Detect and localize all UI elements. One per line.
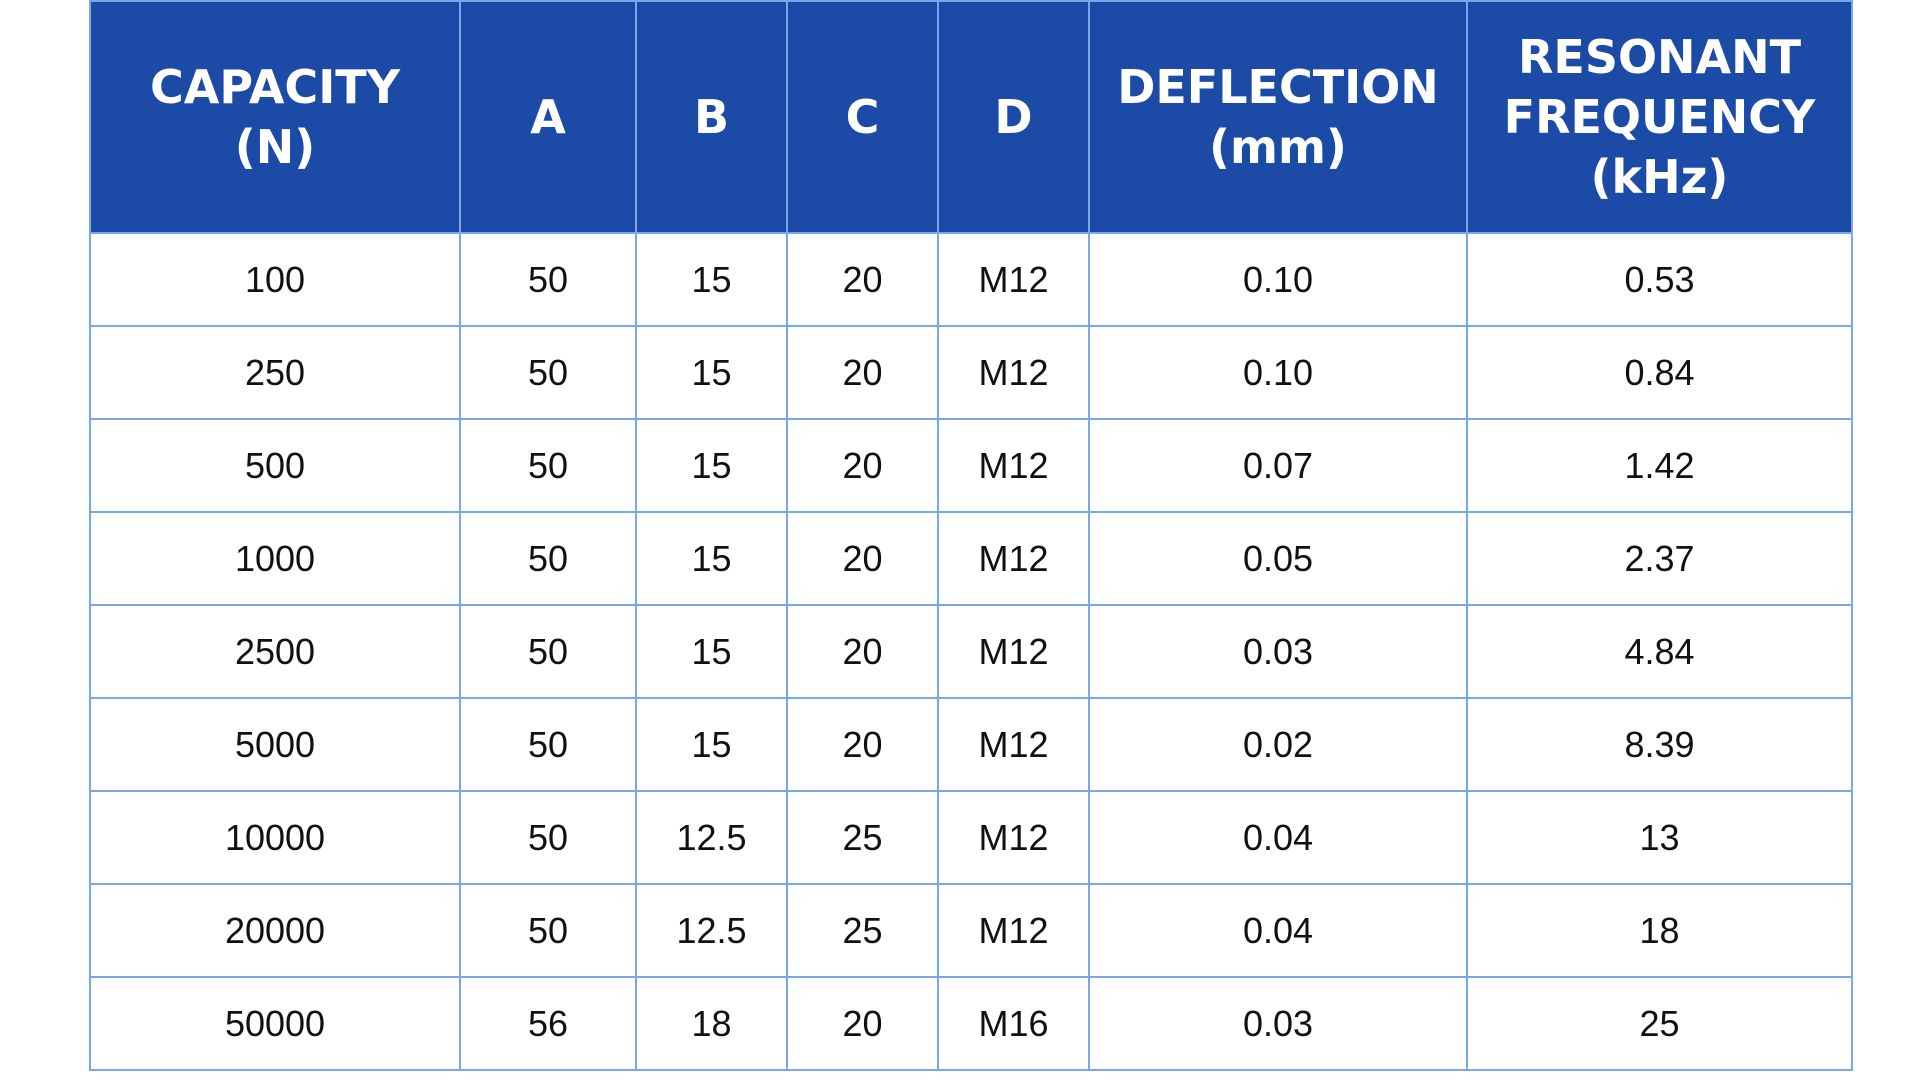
header-c: C xyxy=(786,0,939,234)
cell-deflection: 0.10 xyxy=(1088,325,1468,420)
cell-resonant-frequency: 1.42 xyxy=(1466,418,1853,513)
cell-capacity: 10000 xyxy=(89,790,461,885)
cell-capacity: 20000 xyxy=(89,883,461,978)
cell-capacity: 2500 xyxy=(89,604,461,699)
cell-d: M12 xyxy=(937,697,1090,792)
cell-c: 20 xyxy=(786,511,939,606)
cell-deflection: 0.03 xyxy=(1088,976,1468,1071)
header-a-line-1: A xyxy=(530,90,566,144)
table-header: CAPACITY (N) A B C D DEFLECTION (mm) xyxy=(89,0,1853,234)
cell-c: 20 xyxy=(786,232,939,327)
cell-b: 15 xyxy=(635,232,788,327)
cell-resonant-frequency: 0.53 xyxy=(1466,232,1853,327)
table-row: 250 50 15 20 M12 0.10 0.84 xyxy=(89,325,1853,420)
cell-b: 15 xyxy=(635,604,788,699)
table-row: 50000 56 18 20 M16 0.03 25 xyxy=(89,976,1853,1071)
header-capacity: CAPACITY (N) xyxy=(89,0,461,234)
cell-a: 56 xyxy=(459,976,637,1071)
cell-b: 15 xyxy=(635,511,788,606)
cell-b: 15 xyxy=(635,418,788,513)
cell-capacity: 5000 xyxy=(89,697,461,792)
cell-c: 20 xyxy=(786,418,939,513)
cell-deflection: 0.07 xyxy=(1088,418,1468,513)
header-resonant-frequency-line-1: RESONANT xyxy=(1517,30,1802,84)
table-row: 2500 50 15 20 M12 0.03 4.84 xyxy=(89,604,1853,699)
header-capacity-line-2: (N) xyxy=(234,120,316,174)
cell-c: 20 xyxy=(786,325,939,420)
header-deflection-line-2: (mm) xyxy=(1209,120,1347,174)
cell-a: 50 xyxy=(459,325,637,420)
header-resonant-frequency-line-3: (kHz) xyxy=(1590,150,1729,204)
cell-a: 50 xyxy=(459,418,637,513)
cell-a: 50 xyxy=(459,232,637,327)
cell-d: M12 xyxy=(937,883,1090,978)
table-row: 100 50 15 20 M12 0.10 0.53 xyxy=(89,232,1853,327)
cell-c: 25 xyxy=(786,883,939,978)
cell-deflection: 0.10 xyxy=(1088,232,1468,327)
cell-deflection: 0.02 xyxy=(1088,697,1468,792)
table-row: 5000 50 15 20 M12 0.02 8.39 xyxy=(89,697,1853,792)
cell-a: 50 xyxy=(459,790,637,885)
cell-b: 15 xyxy=(635,697,788,792)
cell-d: M12 xyxy=(937,604,1090,699)
cell-c: 20 xyxy=(786,697,939,792)
table-row: 1000 50 15 20 M12 0.05 2.37 xyxy=(89,511,1853,606)
header-row: CAPACITY (N) A B C D DEFLECTION (mm) xyxy=(89,0,1853,234)
cell-resonant-frequency: 4.84 xyxy=(1466,604,1853,699)
cell-a: 50 xyxy=(459,883,637,978)
header-b-line-1: B xyxy=(693,90,730,144)
cell-b: 18 xyxy=(635,976,788,1071)
cell-resonant-frequency: 2.37 xyxy=(1466,511,1853,606)
cell-c: 25 xyxy=(786,790,939,885)
header-resonant-frequency: RESONANT FREQUENCY (kHz) xyxy=(1466,0,1853,234)
cell-deflection: 0.04 xyxy=(1088,883,1468,978)
cell-d: M16 xyxy=(937,976,1090,1071)
cell-b: 15 xyxy=(635,325,788,420)
header-c-line-1: C xyxy=(845,90,880,144)
cell-capacity: 500 xyxy=(89,418,461,513)
header-b: B xyxy=(635,0,788,234)
table-body: 100 50 15 20 M12 0.10 0.53 250 50 15 20 … xyxy=(89,232,1853,1071)
cell-capacity: 100 xyxy=(89,232,461,327)
cell-d: M12 xyxy=(937,325,1090,420)
cell-b: 12.5 xyxy=(635,883,788,978)
cell-deflection: 0.04 xyxy=(1088,790,1468,885)
cell-a: 50 xyxy=(459,697,637,792)
cell-capacity: 50000 xyxy=(89,976,461,1071)
spec-table-container: CAPACITY (N) A B C D DEFLECTION (mm) xyxy=(89,0,1853,1071)
cell-a: 50 xyxy=(459,511,637,606)
header-d: D xyxy=(937,0,1090,234)
cell-resonant-frequency: 25 xyxy=(1466,976,1853,1071)
table-row: 20000 50 12.5 25 M12 0.04 18 xyxy=(89,883,1853,978)
cell-deflection: 0.03 xyxy=(1088,604,1468,699)
cell-a: 50 xyxy=(459,604,637,699)
cell-capacity: 250 xyxy=(89,325,461,420)
cell-c: 20 xyxy=(786,604,939,699)
cell-resonant-frequency: 8.39 xyxy=(1466,697,1853,792)
cell-c: 20 xyxy=(786,976,939,1071)
cell-resonant-frequency: 13 xyxy=(1466,790,1853,885)
cell-resonant-frequency: 0.84 xyxy=(1466,325,1853,420)
header-d-line-1: D xyxy=(994,90,1033,144)
header-capacity-line-1: CAPACITY xyxy=(149,60,400,114)
header-a: A xyxy=(459,0,637,234)
cell-d: M12 xyxy=(937,511,1090,606)
cell-resonant-frequency: 18 xyxy=(1466,883,1853,978)
table-row: 500 50 15 20 M12 0.07 1.42 xyxy=(89,418,1853,513)
cell-d: M12 xyxy=(937,232,1090,327)
cell-b: 12.5 xyxy=(635,790,788,885)
header-resonant-frequency-line-2: FREQUENCY xyxy=(1503,90,1816,144)
cell-deflection: 0.05 xyxy=(1088,511,1468,606)
header-deflection: DEFLECTION (mm) xyxy=(1088,0,1468,234)
cell-capacity: 1000 xyxy=(89,511,461,606)
cell-d: M12 xyxy=(937,790,1090,885)
table-row: 10000 50 12.5 25 M12 0.04 13 xyxy=(89,790,1853,885)
cell-d: M12 xyxy=(937,418,1090,513)
header-deflection-line-1: DEFLECTION xyxy=(1117,60,1439,114)
spec-table: CAPACITY (N) A B C D DEFLECTION (mm) xyxy=(89,0,1853,1071)
